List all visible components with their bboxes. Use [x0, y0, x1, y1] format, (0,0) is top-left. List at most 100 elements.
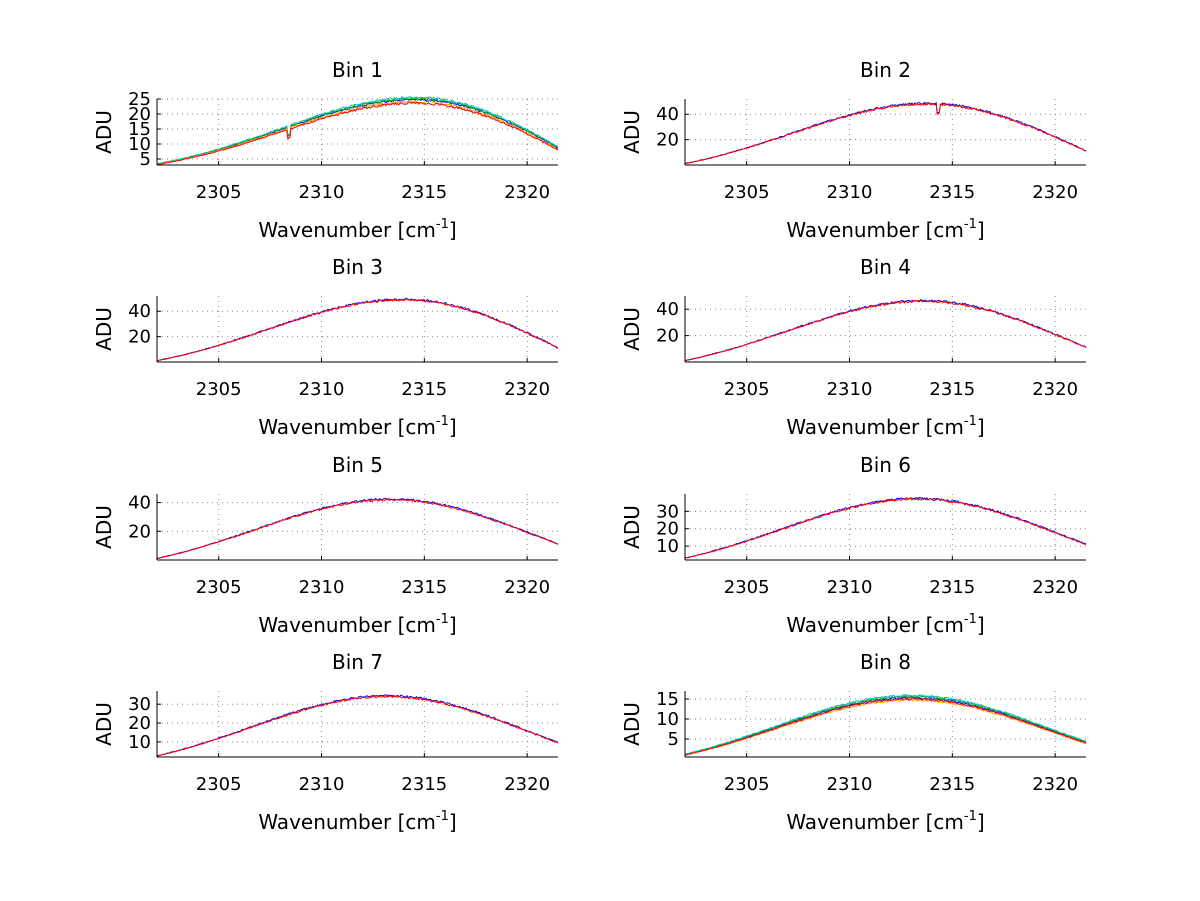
x-axis-label-close: ]	[977, 613, 985, 637]
x-axis-label-close: ]	[977, 415, 985, 439]
x-tick-label: 2315	[401, 774, 447, 795]
y-tick-label: 20	[656, 326, 679, 347]
x-axis-label-text: Wavenumber [cm	[786, 218, 964, 242]
y-tick-label: 20	[128, 521, 151, 542]
x-axis-label-close: ]	[449, 415, 457, 439]
panel-title: Bin 2	[860, 58, 911, 82]
series-line	[157, 695, 559, 757]
x-axis-label-text: Wavenumber [cm	[786, 810, 964, 834]
x-axis-label-text: Wavenumber [cm	[786, 613, 964, 637]
x-tick-label: 2305	[724, 774, 770, 795]
x-tick-label: 2305	[196, 379, 242, 400]
y-tick-label: 15	[656, 689, 679, 710]
x-axis-label-exponent: -1	[964, 612, 977, 627]
y-tick-label: 25	[128, 89, 151, 110]
x-axis-label-text: Wavenumber [cm	[258, 415, 436, 439]
x-tick-label: 2310	[299, 577, 345, 598]
panel-title: Bin 3	[332, 255, 383, 279]
x-axis-label-close: ]	[449, 218, 457, 242]
x-tick-label: 2310	[827, 379, 873, 400]
x-tick-label: 2320	[1032, 577, 1078, 598]
series-line	[684, 102, 1087, 165]
y-tick-label: 40	[128, 493, 151, 514]
x-axis-label-close: ]	[449, 810, 457, 834]
x-tick-label: 2315	[929, 379, 975, 400]
y-axis-label: ADU	[620, 702, 644, 746]
y-tick-label: 10	[128, 732, 151, 753]
x-tick-label: 2315	[401, 182, 447, 203]
x-tick-label: 2315	[401, 379, 447, 400]
x-axis-label-exponent: -1	[964, 414, 977, 429]
panel-title: Bin 8	[860, 650, 911, 674]
x-tick-label: 2320	[504, 182, 550, 203]
x-axis-label-close: ]	[977, 218, 985, 242]
x-tick-label: 2305	[196, 182, 242, 203]
series-line	[156, 297, 559, 362]
x-tick-label: 2320	[1032, 774, 1078, 795]
x-axis-label: Wavenumber [cm-1]	[786, 612, 984, 637]
series-line	[684, 496, 1087, 559]
series-line	[156, 101, 559, 166]
panel-title: Bin 6	[860, 453, 911, 477]
x-axis-label-close: ]	[449, 613, 457, 637]
y-axis-label: ADU	[92, 505, 116, 549]
x-tick-label: 2310	[299, 182, 345, 203]
series-line	[156, 497, 559, 559]
series-line	[156, 100, 559, 165]
x-axis-label-exponent: -1	[964, 217, 977, 232]
x-tick-label: 2310	[827, 577, 873, 598]
y-axis-label: ADU	[92, 702, 116, 746]
y-tick-label: 20	[656, 130, 679, 151]
x-axis-label-close: ]	[977, 810, 985, 834]
x-axis-label-text: Wavenumber [cm	[258, 218, 436, 242]
x-axis-label-exponent: -1	[436, 414, 449, 429]
panel-title: Bin 4	[860, 255, 911, 279]
x-tick-label: 2315	[401, 577, 447, 598]
x-axis-label: Wavenumber [cm-1]	[258, 414, 456, 439]
panel-title: Bin 5	[332, 453, 383, 477]
x-axis-label: Wavenumber [cm-1]	[258, 809, 456, 834]
x-axis-label-exponent: -1	[436, 809, 449, 824]
y-tick-label: 40	[128, 301, 151, 322]
panel-bin-2: 2305 2310 2315 2320 20 40 Bin 2 ADU Wavenumber […	[620, 58, 1087, 242]
x-tick-label: 2310	[299, 379, 345, 400]
x-tick-label: 2305	[724, 379, 770, 400]
x-tick-label: 2310	[827, 774, 873, 795]
x-tick-label: 2305	[724, 182, 770, 203]
x-tick-label: 2320	[504, 379, 550, 400]
series-line	[156, 498, 559, 560]
series-line	[684, 497, 1087, 559]
y-tick-label: 40	[656, 104, 679, 125]
y-tick-label: 15	[128, 119, 151, 140]
y-tick-label: 10	[128, 134, 151, 155]
x-tick-label: 2320	[1032, 379, 1078, 400]
x-axis-label-exponent: -1	[436, 217, 449, 232]
y-tick-label: 40	[656, 299, 679, 320]
x-axis-label-text: Wavenumber [cm	[258, 810, 436, 834]
y-tick-label: 10	[656, 709, 679, 730]
x-tick-label: 2310	[299, 774, 345, 795]
x-tick-label: 2305	[196, 577, 242, 598]
series-line	[156, 97, 559, 165]
x-axis-label: Wavenumber [cm-1]	[786, 809, 984, 834]
x-tick-label: 2305	[724, 577, 770, 598]
y-axis-label: ADU	[620, 110, 644, 154]
y-axis-label: ADU	[620, 505, 644, 549]
x-tick-label: 2305	[196, 774, 242, 795]
y-tick-label: 30	[656, 501, 679, 522]
y-tick-label: 10	[656, 536, 679, 557]
x-tick-label: 2320	[1032, 182, 1078, 203]
y-axis-label: ADU	[620, 307, 644, 351]
series-line	[684, 101, 1087, 165]
x-axis-label-text: Wavenumber [cm	[258, 613, 436, 637]
series-line	[684, 695, 1087, 755]
x-tick-label: 2315	[929, 577, 975, 598]
x-tick-label: 2310	[827, 182, 873, 203]
x-axis-label-exponent: -1	[436, 612, 449, 627]
series-line	[684, 299, 1087, 362]
series-line	[684, 696, 1087, 756]
